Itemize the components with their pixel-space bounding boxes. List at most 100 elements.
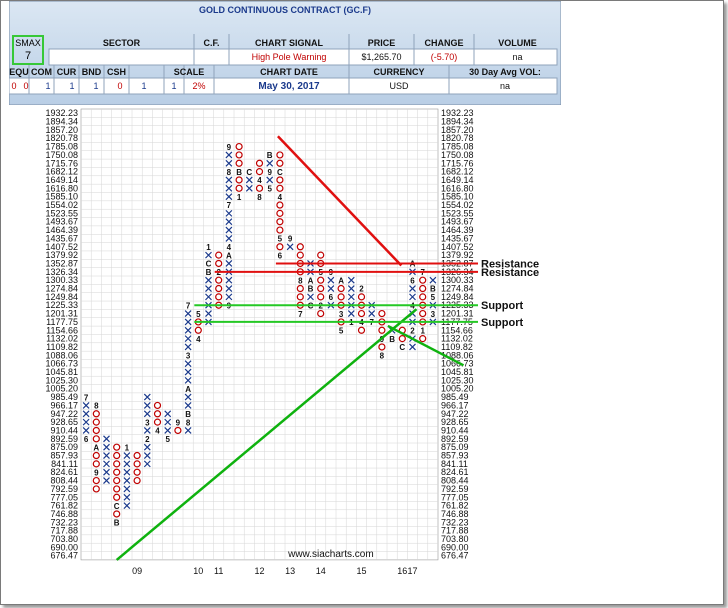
price-tick-label-right: 985.49 — [441, 392, 469, 402]
month-marker: A — [185, 385, 191, 394]
x-mark — [429, 276, 437, 284]
price-tick-label-right: 1132.02 — [441, 334, 473, 344]
price-tick-label-left: 892.59 — [50, 434, 78, 444]
x-mark — [103, 460, 110, 468]
price-tick-label-left: 1109.82 — [46, 342, 78, 352]
price-tick-label-left: 1493.67 — [45, 217, 78, 227]
o-mark — [215, 293, 223, 301]
currency-header: CURRENCY — [373, 67, 425, 77]
price-tick-label-left: 1464.39 — [45, 225, 78, 235]
price-tick-label-left: 1820.78 — [45, 133, 78, 143]
month-marker: B — [114, 519, 120, 528]
o-mark — [133, 468, 141, 476]
price-tick-label-left: 928.65 — [50, 417, 78, 427]
month-marker: 2 — [410, 326, 415, 335]
x-mark — [184, 343, 192, 351]
o-mark — [276, 209, 284, 217]
x-mark — [82, 418, 90, 426]
change-value: (-5.70) — [430, 52, 458, 62]
smax-value: 7 — [24, 50, 32, 62]
month-marker: 6 — [329, 293, 334, 302]
price-tick-label-right: 1435.67 — [441, 233, 474, 243]
x-mark — [347, 310, 355, 317]
price-tick-label-left: 1005.20 — [45, 384, 78, 394]
o-mark — [235, 142, 243, 151]
price-tick-label-right: 1523.55 — [441, 208, 474, 218]
price-tick-label-left: 676.47 — [50, 551, 78, 561]
x-mark — [184, 310, 192, 317]
price-tick-label-right: 1493.67 — [441, 217, 474, 227]
price-tick-label-right: 1464.39 — [441, 225, 474, 235]
month-marker: 9 — [288, 235, 293, 244]
o-mark — [398, 335, 406, 343]
x-mark — [327, 285, 335, 292]
price-tick-label-right: 717.88 — [441, 526, 469, 536]
o-mark — [113, 451, 121, 460]
x-mark — [184, 326, 192, 334]
month-marker: 7 — [84, 393, 89, 402]
price-tick-label-right: 824.61 — [441, 467, 469, 477]
o-mark — [357, 293, 366, 301]
price-tick-label-right: 928.65 — [441, 417, 469, 427]
o-mark — [378, 326, 386, 334]
change-header: CHANGE — [424, 38, 464, 48]
price-tick-label-left: 1225.33 — [45, 300, 78, 310]
o-mark — [357, 326, 366, 334]
x-mark — [184, 427, 192, 434]
month-marker: B — [185, 410, 191, 419]
price-tick-label-left: 1649.14 — [45, 175, 78, 185]
score-value: 1 — [93, 81, 99, 91]
price-tick-label-right: 1750.08 — [441, 150, 474, 160]
o-mark — [296, 284, 304, 293]
o-mark — [276, 226, 284, 234]
price-tick-label-left: 1066.73 — [45, 359, 78, 369]
x-mark — [245, 184, 253, 192]
o-mark — [113, 468, 121, 476]
month-marker: 5 — [431, 293, 436, 302]
month-marker: 8 — [380, 352, 385, 361]
price-tick-label-right: 966.17 — [441, 400, 469, 410]
month-marker: 7 — [227, 201, 232, 210]
month-marker: 9 — [267, 168, 272, 177]
month-marker: C — [114, 502, 120, 511]
cf-header: C.F. — [203, 38, 220, 48]
chart-date-header: CHART DATE — [260, 67, 318, 77]
x-mark — [245, 176, 253, 184]
month-marker: 1 — [125, 443, 130, 452]
price-tick-label-left: 1554.02 — [45, 200, 78, 210]
price-tick-label-right: 1249.84 — [441, 292, 474, 302]
price-tick-label-left: 761.82 — [50, 501, 78, 511]
price-tick-label-left: 1857.20 — [45, 125, 78, 135]
bearish-resistance-trendline — [276, 135, 403, 267]
month-marker: 8 — [94, 402, 99, 411]
price-tick-label-right: 1025.30 — [441, 375, 474, 385]
price-tick-label-left: 808.44 — [50, 476, 78, 486]
year-tick-label: 11 — [214, 566, 223, 576]
watermark: www.siacharts.com — [287, 549, 374, 560]
o-mark — [215, 259, 223, 268]
price-tick-label-left: 1435.67 — [45, 233, 78, 243]
price-tick-label-left: 857.93 — [50, 451, 78, 461]
x-mark — [143, 460, 151, 468]
x-mark — [143, 427, 151, 434]
o-mark — [255, 159, 264, 167]
x-mark — [103, 443, 110, 451]
price-tick-label-left: 1088.06 — [45, 350, 78, 360]
price-tick-label-left: 985.49 — [50, 392, 78, 402]
price-tick-label-left: 947.22 — [50, 409, 78, 419]
chart-date-value: May 30, 2017 — [258, 81, 320, 92]
month-marker: 5 — [267, 185, 272, 194]
price-tick-label-left: 703.80 — [50, 534, 78, 544]
year-tick-label: 12 — [254, 566, 264, 576]
o-mark — [276, 201, 284, 209]
o-mark — [133, 476, 141, 485]
price-tick-label-right: 1201.31 — [441, 309, 474, 319]
x-mark — [266, 159, 274, 167]
x-mark — [225, 293, 233, 301]
month-marker: 9 — [227, 143, 232, 152]
price-tick-label-left: 1715.76 — [45, 158, 78, 168]
o-mark — [276, 176, 284, 184]
price-tick-label-left: 1932.23 — [45, 108, 78, 118]
month-marker: B — [236, 168, 242, 177]
o-mark — [337, 293, 345, 301]
